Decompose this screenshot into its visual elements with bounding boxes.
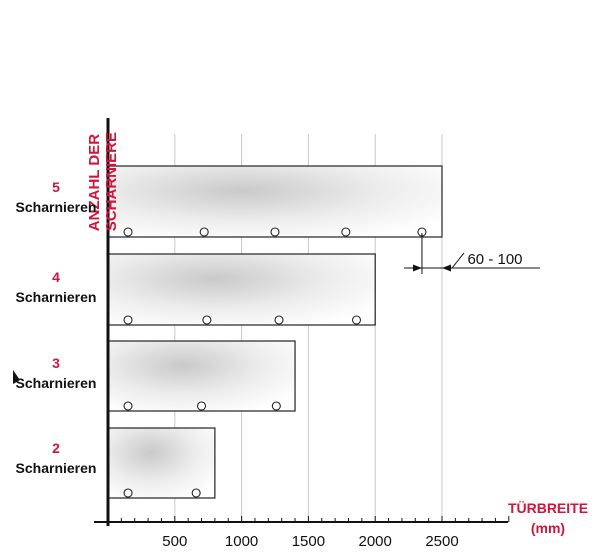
hinge-marker <box>199 227 209 237</box>
category-text: Scharnieren <box>15 375 97 391</box>
hinge-marker <box>270 227 280 237</box>
hinge-marker <box>274 315 284 325</box>
category-number: 4 <box>52 269 60 285</box>
x-tick-label-2500: 2500 <box>425 533 458 550</box>
hinge-marker <box>123 315 133 325</box>
hinge-marker <box>196 401 207 411</box>
gap-leader-line <box>451 252 465 269</box>
arrow-left-icon <box>442 264 451 272</box>
category-label-2: 2 Scharnieren <box>4 438 108 478</box>
x-axis-title-line-2: (mm) <box>530 520 566 536</box>
category-text: Scharnieren <box>15 289 97 305</box>
hinge-marker <box>123 488 133 498</box>
x-axis-title: TÜRBREITE (mm) <box>498 498 598 538</box>
category-number: 5 <box>52 179 60 195</box>
x-tick-label-1000: 1000 <box>225 533 258 550</box>
category-label-5: 5 Scharnieren <box>4 177 108 217</box>
x-tick-label-500: 500 <box>162 533 187 550</box>
category-label-4: 4 Scharnieren <box>4 267 108 307</box>
bar-2-scharnieren <box>107 427 216 499</box>
gap-annotation-label: 60 - 100 <box>467 251 522 268</box>
hinge-marker <box>123 227 133 237</box>
x-tick-label-1500: 1500 <box>292 533 325 550</box>
arrow-right-icon <box>412 264 422 272</box>
category-label-3: 3 Scharnieren <box>4 353 108 393</box>
x-tick-label-2000: 2000 <box>359 533 392 550</box>
bar-3-scharnieren <box>107 340 296 412</box>
hinge-marker <box>202 315 212 325</box>
bar-4-scharnieren <box>107 253 376 326</box>
category-number: 3 <box>52 355 60 371</box>
x-axis-title-line-1: TÜRBREITE <box>507 500 589 516</box>
category-text: Scharnieren <box>15 460 97 476</box>
hinge-marker <box>191 488 201 498</box>
category-text: Scharnieren <box>15 199 97 215</box>
hinge-marker <box>123 401 133 411</box>
bar-5-scharnieren <box>107 165 443 238</box>
hinge-marker <box>351 315 362 325</box>
category-number: 2 <box>52 440 60 456</box>
hinge-marker <box>341 227 351 237</box>
hinge-marker <box>271 401 281 411</box>
pointer-mark-icon <box>13 370 20 384</box>
